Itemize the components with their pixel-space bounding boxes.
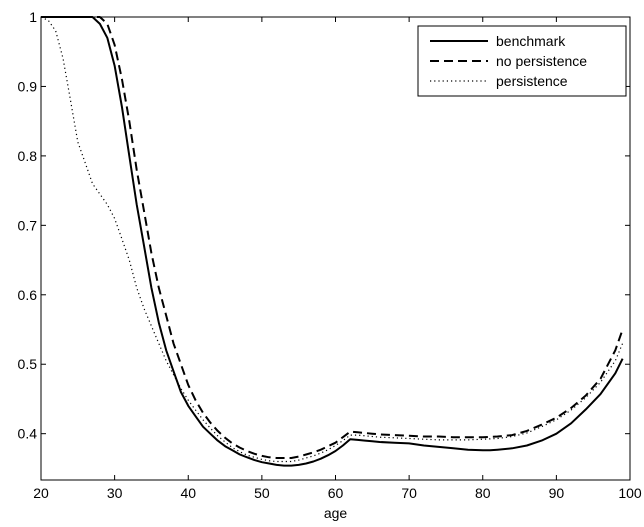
x-axis-ticks: 20 30 40 50 60 70 80 90 100 xyxy=(33,17,642,501)
y-tick-label: 0.9 xyxy=(18,78,38,94)
y-tick-label: 1 xyxy=(29,9,37,25)
y-tick-label: 0.6 xyxy=(18,287,38,303)
x-tick-label: 50 xyxy=(254,485,270,501)
series-line-no-persistence xyxy=(41,16,624,459)
x-axis-label: age xyxy=(324,505,348,521)
legend-label: persistence xyxy=(496,73,568,89)
y-axis-ticks: 0.4 0.5 0.6 0.7 0.8 0.9 1 xyxy=(18,9,630,442)
x-tick-label: 90 xyxy=(549,485,565,501)
series-line-benchmark xyxy=(41,16,624,467)
x-tick-label: 80 xyxy=(475,485,491,501)
y-tick-label: 0.8 xyxy=(18,148,38,164)
x-tick-label: 30 xyxy=(107,485,123,501)
y-tick-label: 0.4 xyxy=(18,426,38,442)
x-tick-label: 20 xyxy=(33,485,49,501)
series-layer xyxy=(40,16,624,467)
x-tick-label: 100 xyxy=(618,485,642,501)
legend: benchmark no persistence persistence xyxy=(417,25,627,97)
legend-label: no persistence xyxy=(496,53,587,69)
x-tick-label: 70 xyxy=(401,485,417,501)
y-tick-label: 0.7 xyxy=(18,217,38,233)
y-tick-label: 0.5 xyxy=(18,356,38,372)
x-tick-label: 60 xyxy=(328,485,344,501)
legend-label: benchmark xyxy=(496,33,566,49)
x-tick-label: 40 xyxy=(180,485,196,501)
